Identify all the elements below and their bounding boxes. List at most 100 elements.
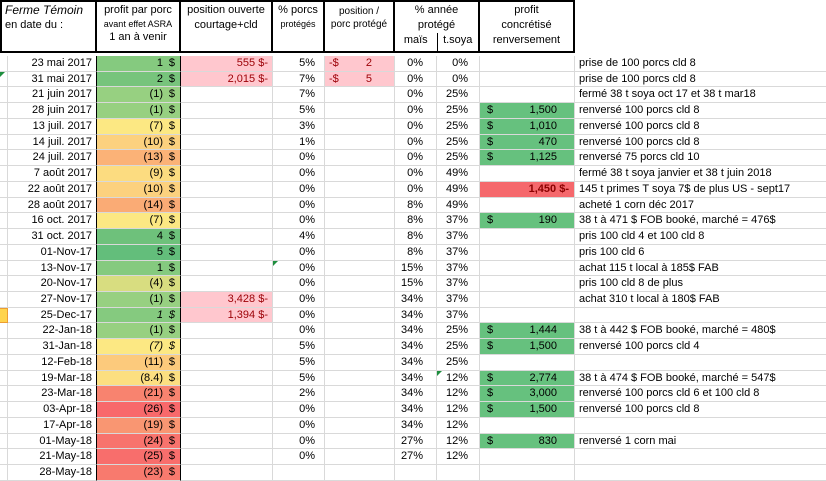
cell-note[interactable]: renversé 100 porcs cld 8 [575, 402, 826, 418]
cell-open-position[interactable] [181, 87, 273, 104]
cell-open-position[interactable] [181, 386, 273, 403]
cell-realized-profit[interactable]: $1,500 [480, 402, 575, 418]
cell-pct-year-corn[interactable]: 15% [395, 260, 437, 277]
cell-position-per-pig[interactable] [325, 339, 395, 355]
cell-position-per-pig[interactable] [325, 103, 395, 119]
cell-position-per-pig[interactable] [325, 465, 395, 481]
cell-realized-profit[interactable] [480, 292, 575, 308]
cell-pct-pigs-protected[interactable]: 0% [273, 150, 325, 167]
cell-pct-year-corn[interactable]: 34% [395, 292, 437, 308]
cell-open-position[interactable]: 1,394 $- [181, 307, 273, 324]
cell-profit-per-pig[interactable]: 1 $ [97, 260, 181, 277]
cell-position-per-pig[interactable] [325, 229, 395, 245]
cell-pct-pigs-protected[interactable]: 0% [273, 417, 325, 434]
cell-realized-profit[interactable]: $1,010 [480, 118, 575, 135]
cell-row-marker[interactable] [0, 71, 8, 88]
cell-profit-per-pig[interactable]: (14) $ [97, 197, 181, 214]
cell-position-per-pig[interactable] [325, 181, 395, 198]
cell-position-per-pig[interactable] [325, 354, 395, 371]
cell-row-marker[interactable] [0, 386, 8, 403]
cell-pct-pigs-protected[interactable]: 0% [273, 197, 325, 214]
cell-open-position[interactable]: 555 $- [181, 56, 273, 72]
cell-position-per-pig[interactable] [325, 134, 395, 151]
cell-date[interactable]: 31 oct. 2017 [8, 229, 97, 245]
cell-profit-per-pig[interactable]: (26) $ [97, 402, 181, 418]
cell-open-position[interactable]: 2,015 $- [181, 71, 273, 88]
cell-pct-year-soy[interactable]: 25% [437, 87, 480, 104]
cell-note[interactable]: pris 100 cld 6 [575, 245, 826, 261]
cell-pct-year-soy[interactable]: 25% [437, 354, 480, 371]
cell-pct-year-corn[interactable]: 8% [395, 244, 437, 261]
cell-note[interactable] [575, 449, 826, 466]
cell-pct-pigs-protected[interactable]: 0% [273, 244, 325, 261]
cell-row-marker[interactable] [0, 433, 8, 450]
cell-pct-year-corn[interactable]: 34% [395, 354, 437, 371]
cell-row-marker[interactable] [0, 449, 8, 466]
cell-date[interactable]: 25-Dec-17 [8, 307, 97, 324]
cell-pct-year-soy[interactable]: 49% [437, 181, 480, 198]
cell-profit-per-pig[interactable]: 4 $ [97, 229, 181, 245]
cell-pct-pigs-protected[interactable]: 0% [273, 166, 325, 182]
cell-position-per-pig[interactable] [325, 87, 395, 104]
cell-note[interactable]: achat 310 t local à 180$ FAB [575, 292, 826, 308]
cell-profit-per-pig[interactable]: (8.4) $ [97, 370, 181, 387]
cell-row-marker[interactable] [0, 370, 8, 387]
cell-date[interactable]: 23 mai 2017 [8, 56, 97, 72]
cell-note[interactable]: renversé 100 porcs cld 8 [575, 119, 826, 135]
cell-position-per-pig[interactable] [325, 213, 395, 230]
cell-realized-profit[interactable] [480, 197, 575, 214]
cell-date[interactable]: 23-Mar-18 [8, 386, 97, 403]
cell-row-marker[interactable] [0, 323, 8, 340]
cell-pct-year-corn[interactable]: 34% [395, 417, 437, 434]
cell-realized-profit[interactable] [480, 354, 575, 371]
cell-pct-year-corn[interactable]: 34% [395, 307, 437, 324]
cell-profit-per-pig[interactable]: (13) $ [97, 150, 181, 167]
cell-open-position[interactable] [181, 150, 273, 167]
cell-row-marker[interactable] [0, 402, 8, 418]
cell-position-per-pig[interactable] [325, 386, 395, 403]
cell-pct-year-corn[interactable]: 34% [395, 370, 437, 387]
cell-pct-year-soy[interactable]: 25% [437, 118, 480, 135]
cell-realized-profit[interactable] [480, 276, 575, 293]
cell-position-per-pig[interactable] [325, 276, 395, 293]
cell-pct-pigs-protected[interactable]: 5% [273, 103, 325, 119]
cell-pct-year-soy[interactable]: 37% [437, 292, 480, 308]
cell-pct-pigs-protected[interactable]: 1% [273, 134, 325, 151]
cell-pct-year-soy[interactable]: 37% [437, 260, 480, 277]
cell-realized-profit[interactable] [480, 449, 575, 466]
cell-date[interactable]: 27-Nov-17 [8, 292, 97, 308]
cell-note[interactable]: renversé 100 porcs cld 8 [575, 135, 826, 151]
cell-pct-pigs-protected[interactable]: 4% [273, 229, 325, 245]
cell-realized-profit[interactable]: $470 [480, 134, 575, 151]
cell-profit-per-pig[interactable]: (1) $ [97, 292, 181, 308]
cell-note[interactable]: pris 100 cld 8 de plus [575, 276, 826, 293]
cell-position-per-pig[interactable] [325, 118, 395, 135]
cell-position-per-pig[interactable] [325, 370, 395, 387]
cell-position-per-pig[interactable] [325, 166, 395, 182]
cell-row-marker[interactable] [0, 307, 8, 324]
cell-pct-pigs-protected[interactable] [273, 465, 325, 481]
cell-position-per-pig[interactable] [325, 417, 395, 434]
cell-note[interactable] [575, 465, 826, 481]
cell-pct-year-corn[interactable]: 0% [395, 103, 437, 119]
cell-pct-year-corn[interactable]: 34% [395, 402, 437, 418]
cell-pct-year-corn[interactable]: 27% [395, 449, 437, 466]
cell-profit-per-pig[interactable]: (7) $ [97, 339, 181, 355]
cell-row-marker[interactable] [0, 150, 8, 167]
cell-open-position[interactable] [181, 229, 273, 245]
cell-date[interactable]: 01-Nov-17 [8, 244, 97, 261]
cell-realized-profit[interactable] [480, 417, 575, 434]
cell-date[interactable]: 22 août 2017 [8, 181, 97, 198]
cell-note[interactable]: renversé 75 porcs cld 10 [575, 150, 826, 167]
header-farm-date[interactable]: Ferme Témoin en date du : [0, 0, 97, 53]
cell-pct-year-soy[interactable]: 12% [437, 386, 480, 403]
cell-note[interactable] [575, 355, 826, 371]
cell-realized-profit[interactable] [480, 71, 575, 88]
cell-pct-year-corn[interactable]: 0% [395, 150, 437, 167]
cell-open-position[interactable] [181, 118, 273, 135]
cell-pct-pigs-protected[interactable]: 7% [273, 71, 325, 88]
cell-pct-year-soy[interactable]: 12% [437, 402, 480, 418]
cell-pct-year-soy[interactable]: 12% [437, 449, 480, 466]
cell-open-position[interactable] [181, 260, 273, 277]
cell-profit-per-pig[interactable]: 1 $ [97, 56, 181, 72]
